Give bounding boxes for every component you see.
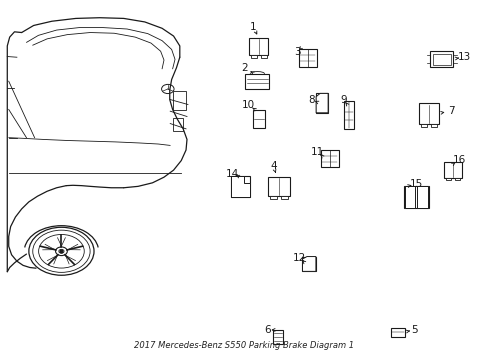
Text: 14: 14 <box>225 168 239 179</box>
Bar <box>403 186 427 208</box>
Circle shape <box>56 247 67 256</box>
Text: 2: 2 <box>241 63 247 73</box>
Bar <box>416 186 427 208</box>
Bar <box>404 186 414 208</box>
Bar <box>260 55 266 58</box>
Text: 1: 1 <box>249 22 256 32</box>
Text: 4: 4 <box>269 161 276 171</box>
Bar <box>445 178 450 180</box>
Bar <box>430 124 436 127</box>
Circle shape <box>33 230 90 273</box>
Bar <box>270 196 276 199</box>
Polygon shape <box>231 176 250 197</box>
Bar <box>249 38 268 55</box>
Bar <box>454 178 459 180</box>
Text: 7: 7 <box>447 106 454 116</box>
Bar <box>172 118 183 131</box>
Bar <box>231 176 250 197</box>
Bar <box>251 55 256 58</box>
Bar <box>419 103 438 124</box>
Bar <box>252 111 264 128</box>
Bar <box>268 177 289 196</box>
Circle shape <box>59 249 64 253</box>
Polygon shape <box>316 93 327 113</box>
Text: 8: 8 <box>307 95 314 104</box>
Bar <box>320 150 338 167</box>
Bar <box>245 74 269 89</box>
Circle shape <box>29 227 94 275</box>
Text: 10: 10 <box>241 100 254 110</box>
Bar <box>281 196 287 199</box>
Text: 13: 13 <box>456 52 469 62</box>
Bar <box>421 124 426 127</box>
Bar <box>429 51 452 67</box>
Text: 16: 16 <box>451 154 465 165</box>
Bar <box>316 93 327 113</box>
Bar <box>172 91 185 110</box>
Bar <box>432 54 449 65</box>
Text: 15: 15 <box>408 179 422 189</box>
Text: 9: 9 <box>339 95 346 104</box>
Bar <box>298 49 316 67</box>
Text: 6: 6 <box>264 325 270 335</box>
Bar <box>272 330 283 345</box>
Text: 12: 12 <box>292 253 305 263</box>
Bar <box>302 257 315 271</box>
Text: 5: 5 <box>410 325 417 335</box>
Circle shape <box>39 234 84 268</box>
Text: 3: 3 <box>293 47 300 57</box>
Bar <box>443 162 461 178</box>
Circle shape <box>161 84 174 94</box>
Bar <box>390 328 404 337</box>
Bar <box>343 101 353 129</box>
Polygon shape <box>302 257 315 271</box>
Text: 2017 Mercedes-Benz S550 Parking Brake Diagram 1: 2017 Mercedes-Benz S550 Parking Brake Di… <box>134 341 354 350</box>
Text: 11: 11 <box>310 147 324 157</box>
